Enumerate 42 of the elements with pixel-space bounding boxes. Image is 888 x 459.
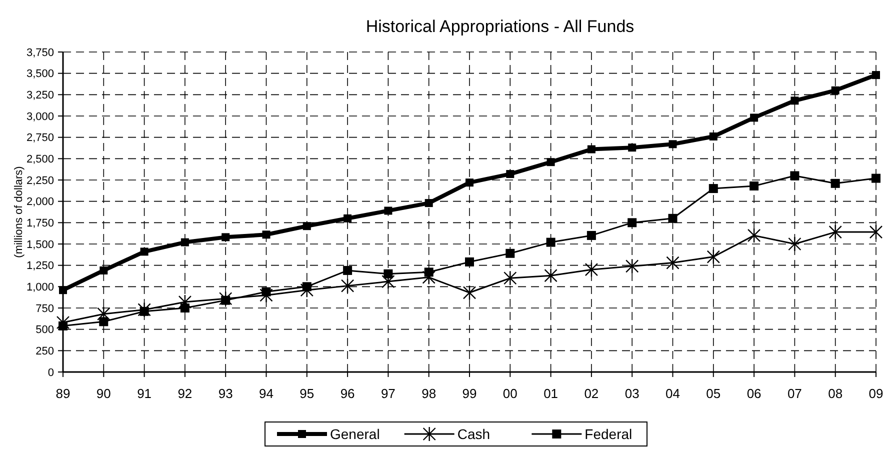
x-tick-label: 93	[218, 386, 233, 401]
x-tick-label: 00	[502, 386, 518, 401]
x-tick-label: 99	[462, 386, 477, 401]
legend-label: Federal	[584, 426, 632, 442]
y-tick-label: 3,250	[26, 90, 54, 102]
x-tick-label: 09	[868, 386, 884, 401]
y-tick-label: 2,250	[26, 174, 54, 187]
x-tick-label: 94	[259, 386, 274, 401]
x-tick-label: 01	[544, 386, 558, 401]
x-tick-label: 08	[828, 386, 843, 401]
y-axis-title: (millions of dollars)	[13, 166, 25, 258]
y-tick-label: 750	[36, 302, 54, 315]
y-tick-label: 2,750	[26, 132, 54, 144]
x-tick-label: 90	[96, 386, 111, 401]
y-tick-label: 3,500	[26, 68, 54, 80]
x-tick-label: 95	[300, 386, 314, 401]
x-tick-label: 92	[178, 386, 192, 401]
x-tick-label: 89	[56, 386, 70, 401]
x-tick-label: 07	[787, 386, 802, 401]
x-tick-label: 02	[584, 386, 599, 401]
x-tick-label: 06	[746, 386, 762, 401]
x-tick-label: 04	[666, 386, 680, 401]
x-tick-label: 96	[340, 386, 355, 401]
x-tick-label: 91	[137, 386, 152, 401]
y-tick-label: 2,500	[26, 154, 54, 166]
y-tick-label: 3,750	[26, 46, 54, 59]
legend-label: General	[330, 426, 380, 442]
x-tick-label: 03	[624, 386, 640, 401]
x-tick-label: 98	[422, 386, 436, 401]
x-tick-label: 97	[380, 386, 396, 401]
y-tick-label: 0	[48, 366, 54, 379]
y-tick-label: 1,500	[26, 238, 54, 251]
y-tick-label: 1,000	[26, 282, 54, 294]
chart-title: Historical Appropriations - All Funds	[366, 17, 634, 36]
legend-label: Cash	[457, 426, 490, 442]
y-tick-label: 3,000	[26, 110, 54, 123]
y-tick-label: 1,250	[26, 260, 54, 272]
y-tick-label: 250	[36, 346, 54, 358]
y-tick-label: 1,750	[26, 218, 54, 230]
x-tick-label: 05	[706, 386, 721, 401]
y-tick-label: 500	[36, 324, 54, 336]
y-tick-label: 2,000	[26, 196, 54, 208]
